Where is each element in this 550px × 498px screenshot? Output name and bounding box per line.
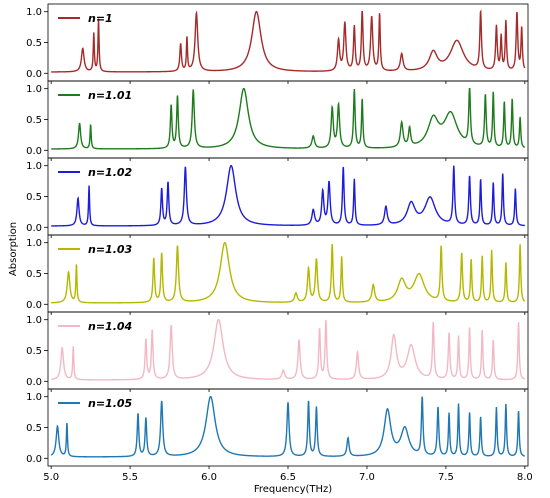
y-tick-label: 0.5 — [26, 346, 42, 357]
y-tick-label: 0.5 — [26, 269, 42, 280]
y-tick-label: 1.0 — [26, 315, 42, 326]
x-tick-label: 5.5 — [122, 472, 138, 483]
series-line — [51, 319, 526, 381]
panel-5: 0.0 0.5 1.0 n=1.04 — [26, 311, 529, 392]
x-tick-label: 7.5 — [438, 472, 454, 483]
x-axis-label: Frequency(THz) — [254, 484, 332, 495]
series-line — [51, 164, 525, 227]
y-tick-label: 0.0 — [26, 377, 42, 388]
legend-label: n=1.03 — [88, 243, 133, 256]
legend-label: n=1.01 — [88, 89, 132, 102]
panel-stack: 0.0 0.5 1.0 n=1 0.0 0.5 1.0 n=1.01 0.0 0.5 1.0 n=1.… — [26, 3, 533, 483]
series-line — [51, 242, 526, 304]
y-tick-label: 0.5 — [26, 38, 42, 49]
y-tick-label: 0.5 — [26, 423, 42, 434]
y-tick-label: 0.0 — [26, 146, 42, 157]
y-tick-label: 0.0 — [26, 300, 42, 311]
legend-label: n=1 — [88, 12, 113, 25]
y-tick-label: 0.0 — [26, 454, 42, 465]
y-tick-label: 0.0 — [26, 69, 42, 80]
y-tick-label: 1.0 — [26, 161, 42, 172]
legend-label: n=1.02 — [88, 166, 133, 179]
y-tick-label: 0.0 — [26, 223, 42, 234]
y-tick-label: 1.0 — [26, 392, 42, 403]
panel-4: 0.0 0.5 1.0 n=1.03 — [26, 234, 529, 315]
x-tick-label: 6.0 — [201, 472, 217, 483]
x-tick-label: 7.0 — [359, 472, 375, 483]
y-tick-label: 1.0 — [26, 238, 42, 249]
y-axis-label: Absorption — [8, 222, 19, 276]
y-tick-label: 1.0 — [26, 7, 42, 18]
x-tick-label: 5.0 — [43, 472, 59, 483]
legend-label: n=1.05 — [88, 397, 133, 410]
legend-label: n=1.04 — [88, 320, 132, 333]
panel-1: 0.0 0.5 1.0 n=1 — [26, 3, 529, 84]
panel-6: 0.0 0.5 1.0 n=1.05 — [26, 388, 529, 469]
x-tick-label: 6.5 — [280, 472, 296, 483]
y-tick-label: 1.0 — [26, 84, 42, 95]
series-line — [50, 396, 526, 458]
y-tick-label: 0.5 — [26, 115, 42, 126]
panel-3: 0.0 0.5 1.0 n=1.02 — [26, 157, 529, 238]
series-line — [51, 9, 526, 73]
series-line — [51, 88, 526, 150]
y-tick-label: 0.5 — [26, 192, 42, 203]
panel-2: 0.0 0.5 1.0 n=1.01 — [26, 80, 529, 161]
x-tick-label: 8.0 — [517, 472, 533, 483]
